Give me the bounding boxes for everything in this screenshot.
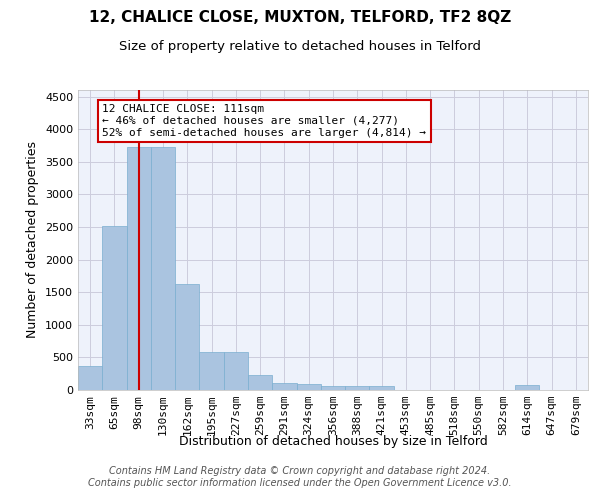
Bar xyxy=(151,148,175,390)
Bar xyxy=(515,385,539,390)
Bar xyxy=(199,352,224,390)
Bar xyxy=(272,383,296,390)
Bar xyxy=(296,384,321,390)
Text: 12 CHALICE CLOSE: 111sqm
← 46% of detached houses are smaller (4,277)
52% of sem: 12 CHALICE CLOSE: 111sqm ← 46% of detach… xyxy=(102,104,426,138)
Bar xyxy=(224,352,248,390)
Bar xyxy=(321,386,345,390)
Text: 12, CHALICE CLOSE, MUXTON, TELFORD, TF2 8QZ: 12, CHALICE CLOSE, MUXTON, TELFORD, TF2 … xyxy=(89,10,511,25)
Text: Size of property relative to detached houses in Telford: Size of property relative to detached ho… xyxy=(119,40,481,53)
Bar xyxy=(345,386,370,390)
Text: Distribution of detached houses by size in Telford: Distribution of detached houses by size … xyxy=(179,435,487,448)
Bar xyxy=(175,284,199,390)
Bar xyxy=(370,386,394,390)
Bar xyxy=(102,226,127,390)
Bar xyxy=(78,366,102,390)
Y-axis label: Number of detached properties: Number of detached properties xyxy=(26,142,40,338)
Bar xyxy=(127,148,151,390)
Bar xyxy=(248,375,272,390)
Text: Contains HM Land Registry data © Crown copyright and database right 2024.
Contai: Contains HM Land Registry data © Crown c… xyxy=(88,466,512,487)
